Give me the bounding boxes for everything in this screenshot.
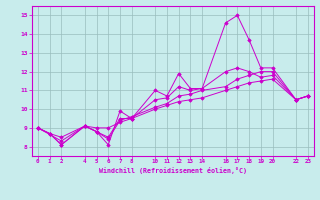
X-axis label: Windchill (Refroidissement éolien,°C): Windchill (Refroidissement éolien,°C) <box>99 167 247 174</box>
